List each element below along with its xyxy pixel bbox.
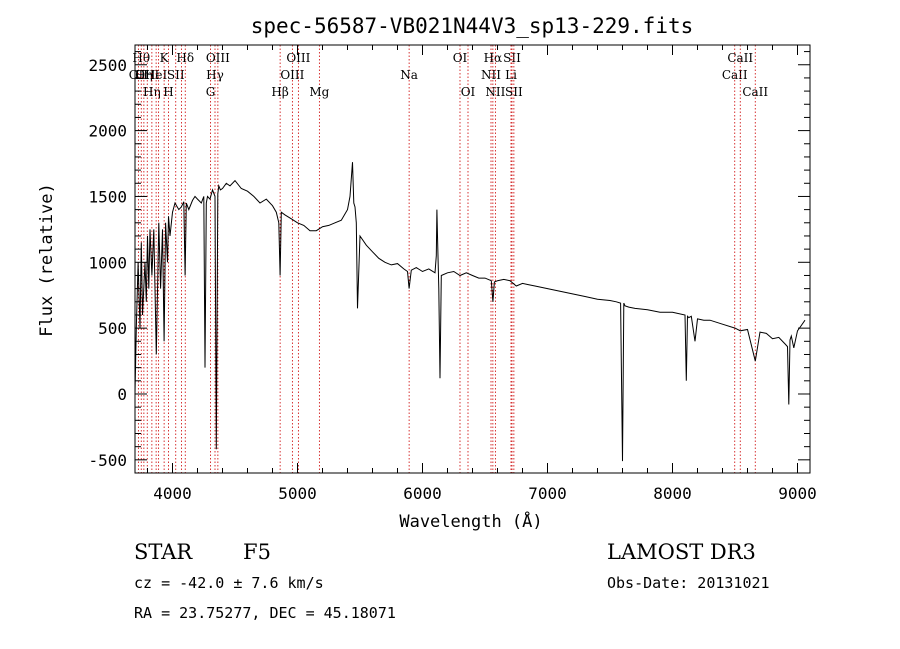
- chart-title: spec-56587-VB021N44V3_sp13-229.fits: [251, 14, 694, 38]
- x-tick-label: 7000: [528, 484, 567, 503]
- x-axis-label: Wavelength (Å): [399, 510, 542, 532]
- spectral-line-label: CaII: [727, 51, 753, 65]
- spectral-line-label: OI: [461, 85, 476, 99]
- spectral-line-label: CaII: [722, 68, 748, 82]
- x-tick-label: 9000: [778, 484, 817, 503]
- line-markers-layer: OIIHθHηOIIIHηHeIKHSIIHδGHγOIIIHβOIIIOIII…: [129, 45, 768, 473]
- spectral-line-label: Li: [505, 68, 517, 82]
- x-tick-label: 5000: [278, 484, 317, 503]
- observation-date: Obs-Date: 20131021: [607, 574, 770, 592]
- plot-frame: [134, 44, 811, 474]
- spectral-line-label: SII: [503, 51, 521, 65]
- spectral-line-label: Hη: [143, 85, 161, 99]
- spectral-line-label: HeI: [145, 68, 168, 82]
- spectral-line-label: Hα: [484, 51, 503, 65]
- coordinates: RA = 23.75277, DEC = 45.18071: [134, 604, 396, 622]
- spectral-line-label: OIII: [286, 51, 310, 65]
- spectral-line-label: CaII: [742, 85, 768, 99]
- spectral-line-label: OI: [453, 51, 468, 65]
- x-tick-label: 6000: [403, 484, 442, 503]
- spectral-line-label: SII: [505, 85, 523, 99]
- y-tick-label: -500: [88, 451, 127, 470]
- spectral-line-label: H: [163, 85, 173, 99]
- axis-ticks-layer: 4000 5000 6000 7000 8000 9000 -500 0 500 1000 1500…: [88, 45, 817, 503]
- y-tick-label: 0: [117, 385, 127, 404]
- spectral-line-label: Hβ: [271, 85, 288, 99]
- spectral-line-label: Hη: [135, 68, 153, 82]
- y-tick-label: 2500: [88, 56, 127, 75]
- y-tick-label: 2000: [88, 122, 127, 141]
- spectral-line-label: Hθ: [132, 51, 150, 65]
- spectral-line-label: OII: [129, 68, 149, 82]
- spectral-line-label: OIII: [135, 68, 159, 82]
- redshift-cz: cz = -42.0 ± 7.6 km/s: [134, 574, 324, 592]
- survey-name: LAMOST DR3: [607, 540, 756, 564]
- y-axis-label: Flux (relative): [37, 183, 57, 337]
- spectral-line-label: Hγ: [206, 68, 224, 82]
- spectral-line-label: Mg: [309, 85, 329, 99]
- object-subclass: F5: [243, 540, 271, 564]
- spectral-line-label: SII: [167, 68, 185, 82]
- spectral-line-label: G: [206, 85, 216, 99]
- spectral-line-label: Hδ: [176, 51, 194, 65]
- spectral-line-label: OIII: [280, 68, 304, 82]
- spectral-line-label: OIII: [206, 51, 230, 65]
- spectral-line-label: K: [160, 51, 170, 65]
- x-tick-label: 4000: [153, 484, 192, 503]
- x-tick-label: 8000: [653, 484, 692, 503]
- spectral-line-label: Na: [400, 68, 418, 82]
- flux-series-line: [134, 162, 806, 462]
- spectral-line-label: NII: [481, 68, 501, 82]
- y-tick-label: 1000: [88, 253, 127, 272]
- y-tick-label: 500: [98, 319, 127, 338]
- y-tick-label: 1500: [88, 187, 127, 206]
- object-class: STAR: [134, 540, 193, 564]
- spectral-line-label: NII: [485, 85, 505, 99]
